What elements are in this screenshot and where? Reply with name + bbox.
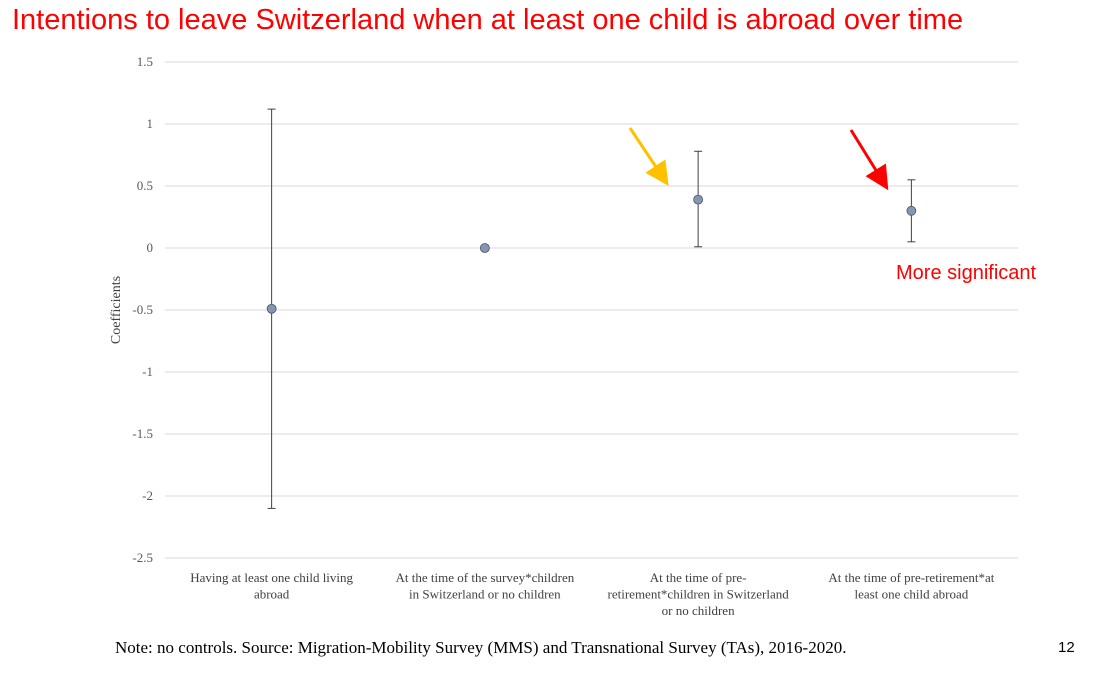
error-bars [267, 108, 916, 509]
y-tick-label: -0.5 [132, 302, 153, 317]
x-axis-categories: Having at least one child living abroad At… [190, 570, 995, 618]
data-point [693, 194, 704, 205]
x-category-label: At the time of pre-retirement*at least on… [828, 570, 994, 602]
red-arrow [849, 129, 889, 191]
y-tick-label: -2.5 [132, 550, 153, 565]
y-tick-label: -1.5 [132, 426, 153, 441]
y-axis-ticks: 1.5 1 0.5 0 -0.5 -1 -1.5 -2 -2.5 [132, 54, 153, 565]
data-point [479, 243, 490, 253]
data-point [906, 205, 917, 216]
y-tick-label: 1.5 [137, 54, 153, 69]
data-points [266, 194, 917, 314]
gridlines [165, 61, 1018, 559]
y-tick-label: -2 [142, 488, 153, 503]
x-category-label: At the time of the survey*children in Swi… [396, 570, 575, 602]
x-category-label: Having at least one child living abroad [190, 570, 353, 602]
y-tick-label: 0.5 [137, 178, 153, 193]
y-tick-label: 1 [147, 116, 154, 131]
y-axis-label: Coefficients [109, 276, 124, 344]
y-tick-label: -1 [142, 364, 153, 379]
yellow-arrow [628, 127, 669, 186]
more-significant-label: More significant [896, 262, 1037, 284]
x-category-label: At the time of pre-retirement*children i… [608, 570, 790, 618]
y-tick-label: 0 [147, 240, 154, 255]
data-point [266, 303, 277, 314]
slide-title: Intentions to leave Switzerland when at … [12, 4, 964, 36]
page-number: 12 [1058, 639, 1075, 656]
source-note: Note: no controls. Source: Migration-Mob… [115, 638, 847, 657]
